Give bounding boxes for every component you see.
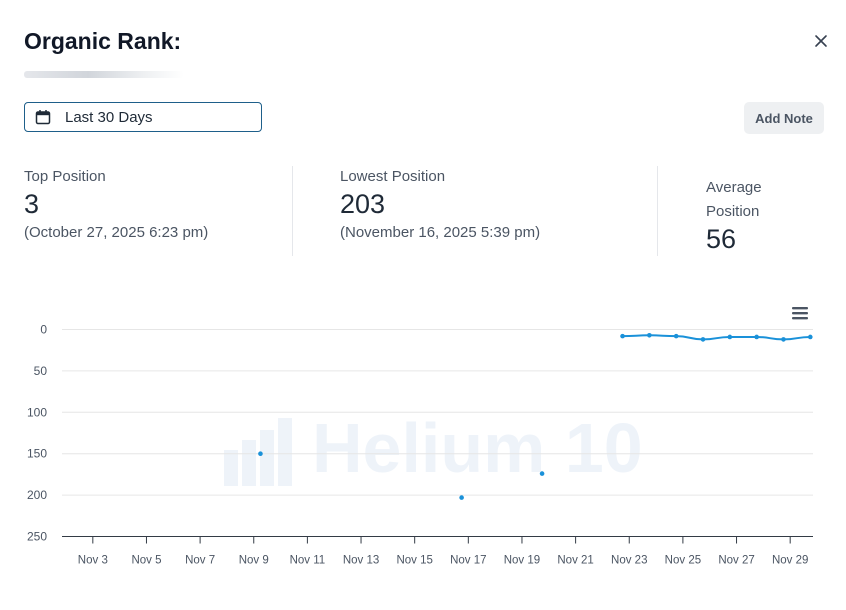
x-tick-label: Nov 21: [557, 555, 593, 567]
data-point: [647, 332, 652, 338]
data-point: [620, 333, 625, 339]
x-tick-label: Nov 25: [665, 555, 701, 567]
title-decoration-bar: [24, 71, 184, 78]
average-position-label-line1: Average: [706, 179, 762, 196]
lowest-position-value: 203: [340, 189, 386, 219]
data-point: [727, 334, 733, 340]
add-note-button[interactable]: Add Note: [744, 102, 824, 134]
y-tick-label: 150: [27, 447, 47, 461]
x-tick-label: Nov 5: [131, 555, 161, 567]
date-range-picker[interactable]: Last 30 Days: [24, 102, 262, 132]
x-tick-label: Nov 7: [185, 555, 215, 567]
watermark-logo-block: [242, 440, 256, 486]
data-point: [258, 451, 263, 456]
data-point: [807, 334, 813, 340]
x-tick-label: Nov 9: [239, 555, 269, 567]
y-tick-label: 200: [27, 488, 47, 502]
stat-divider: [292, 166, 293, 256]
watermark-logo-block: [260, 430, 274, 486]
y-tick-label: 250: [27, 530, 47, 544]
data-point: [754, 334, 759, 340]
x-tick-label: Nov 11: [290, 555, 326, 567]
modal-title: Organic Rank:: [24, 28, 182, 54]
helium10-watermark: Helium 10: [224, 409, 643, 487]
average-position-label-line2: Position: [706, 203, 760, 220]
top-position-date: (October 27, 2025 6:23 pm): [24, 224, 209, 241]
hamburger-menu-icon: [792, 307, 808, 320]
data-point: [459, 495, 464, 500]
x-tick-label: Nov 19: [504, 555, 540, 567]
calendar-icon: [35, 109, 51, 125]
data-point: [673, 333, 679, 339]
y-tick-label: 0: [40, 323, 47, 337]
x-tick-label: Nov 17: [450, 555, 486, 567]
x-tick-label: Nov 3: [78, 555, 108, 567]
top-position-label: Top Position: [24, 168, 106, 185]
y-tick-label: 50: [34, 364, 48, 378]
x-tick-label: Nov 29: [772, 555, 808, 567]
average-position-value: 56: [706, 224, 737, 254]
watermark-logo-block: [278, 418, 292, 486]
lowest-position-label: Lowest Position: [340, 168, 446, 185]
top-position-value: 3: [24, 189, 40, 219]
rank-chart: Helium 10 0 50 100 150 200 250 Nov 3 Nov 5 Nov 7 N…: [27, 323, 813, 567]
close-button[interactable]: [810, 30, 832, 52]
lowest-position-date: (November 16, 2025 5:39 pm): [340, 224, 541, 241]
x-tick-label: Nov 23: [611, 555, 647, 567]
top-position-stat: Top Position 3 (October 27, 2025 6:23 pm…: [24, 168, 208, 241]
series-line: [622, 334, 811, 341]
x-tick-label: Nov 15: [396, 555, 432, 567]
data-point: [700, 337, 706, 342]
watermark-text: Helium 10: [312, 409, 643, 487]
chart-menu-button[interactable]: [790, 304, 810, 322]
watermark-logo-block: [224, 450, 238, 486]
average-position-stat: Average Position 56: [706, 176, 786, 255]
data-point: [539, 471, 545, 476]
x-tick-label: Nov 27: [718, 555, 754, 567]
x-tick-label: Nov 13: [343, 555, 379, 567]
y-tick-label: 100: [27, 405, 47, 419]
close-icon: [815, 35, 827, 47]
stat-divider: [657, 166, 658, 256]
data-point: [781, 337, 786, 342]
lowest-position-stat: Lowest Position 203 (November 16, 2025 5…: [340, 168, 540, 241]
date-range-label: Last 30 Days: [65, 108, 153, 126]
